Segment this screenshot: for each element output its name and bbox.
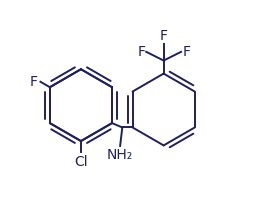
Text: Cl: Cl: [74, 155, 88, 169]
Text: F: F: [137, 45, 145, 59]
Text: NH₂: NH₂: [107, 148, 133, 162]
Text: F: F: [29, 75, 37, 89]
Text: F: F: [182, 45, 190, 59]
Text: F: F: [160, 29, 168, 43]
